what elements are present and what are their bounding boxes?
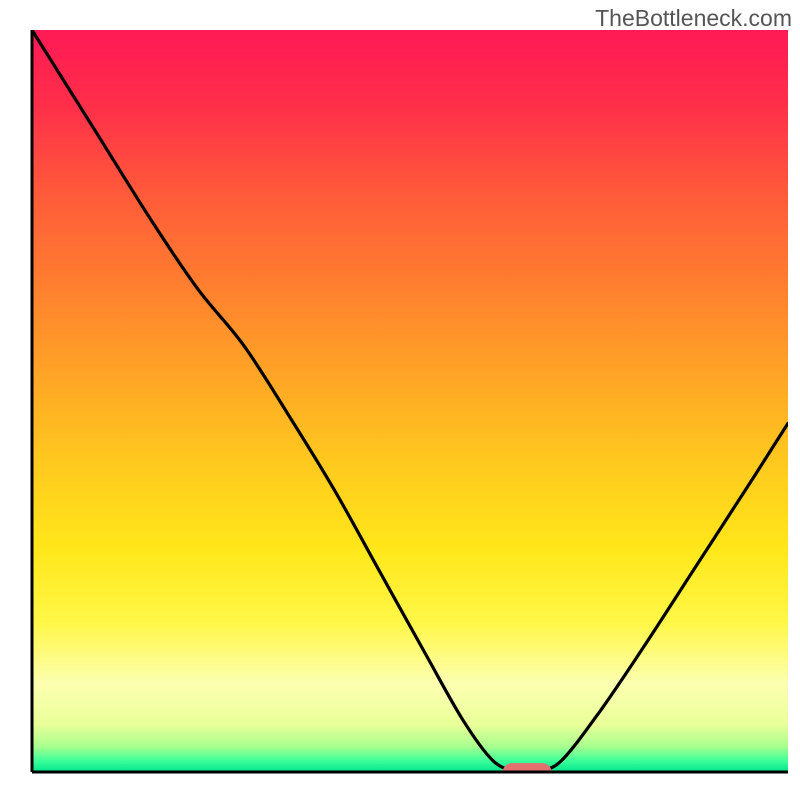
plot-background <box>32 30 788 772</box>
bottleneck-chart <box>0 0 800 800</box>
chart-container: TheBottleneck.com <box>0 0 800 800</box>
watermark-text: TheBottleneck.com <box>595 5 792 32</box>
